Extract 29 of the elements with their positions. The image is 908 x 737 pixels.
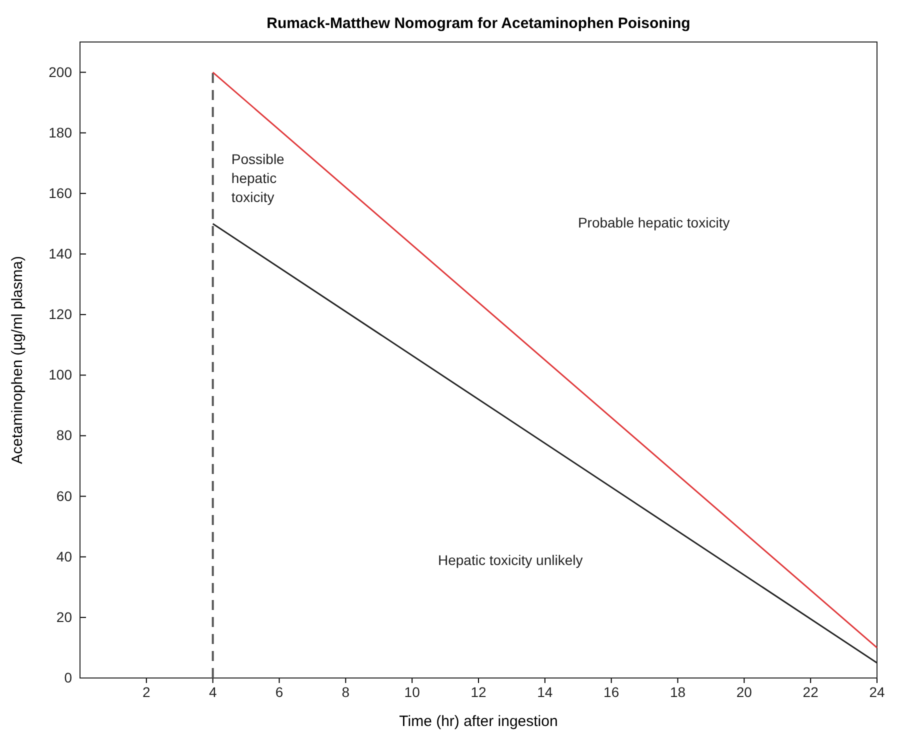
x-tick-label: 2 (142, 684, 151, 700)
y-tick-label: 200 (48, 64, 72, 80)
y-tick-label: 60 (56, 488, 72, 504)
x-tick-label: 8 (342, 684, 350, 700)
y-tick-label: 0 (64, 669, 72, 686)
annotation: Probable hepatic toxicity (578, 214, 730, 231)
x-tick-label: 12 (470, 684, 486, 700)
y-tick-label: 80 (56, 427, 72, 444)
y-tick-label: 140 (48, 245, 72, 262)
y-tick-label: 20 (56, 608, 72, 625)
annotation: Possible hepatic toxicity (231, 151, 285, 205)
x-tick-label: 24 (869, 684, 885, 700)
y-tick-label: 180 (48, 124, 72, 140)
y-tick-label: 120 (48, 306, 72, 322)
annotation: Hepatic toxicity unlikely (438, 552, 583, 568)
x-tick-label: 14 (537, 684, 553, 700)
x-axis-title: Time (hr) after ingestion (399, 713, 558, 730)
x-tick-label: 18 (670, 684, 686, 700)
x-tick-label: 6 (275, 684, 284, 700)
x-tick-label: 20 (736, 684, 752, 700)
y-tick-label: 40 (56, 548, 72, 564)
x-tick-label: 4 (208, 684, 217, 700)
x-tick-label: 22 (802, 684, 819, 700)
y-tick-label: 100 (48, 366, 72, 383)
chart-title: Rumack-Matthew Nomogram for Acetaminophen Poisoning (266, 15, 690, 32)
y-axis-title: Acetaminophen (µg/ml plasma) (9, 256, 26, 464)
x-tick-label: 16 (604, 684, 620, 700)
x-tick-label: 10 (404, 684, 420, 700)
y-tick-label: 160 (48, 184, 72, 201)
